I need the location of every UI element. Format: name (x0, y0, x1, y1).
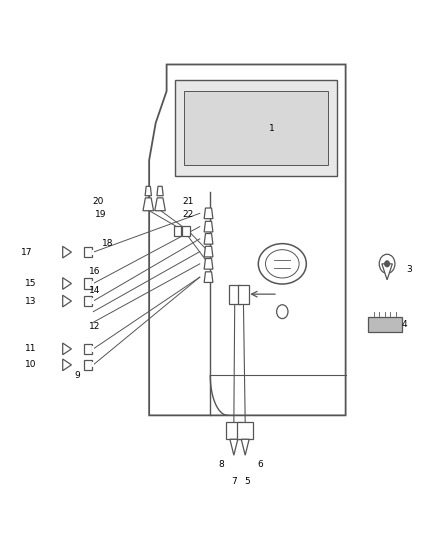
Polygon shape (157, 187, 163, 196)
Bar (84, 296, 92, 306)
Polygon shape (204, 272, 213, 282)
Bar (84, 278, 92, 289)
Text: 1: 1 (268, 124, 274, 133)
Polygon shape (143, 198, 154, 211)
Polygon shape (63, 343, 71, 355)
Bar (173, 226, 181, 236)
Polygon shape (204, 221, 213, 232)
Bar (92, 298, 94, 304)
Bar (84, 344, 92, 354)
Bar (84, 360, 92, 370)
FancyBboxPatch shape (368, 317, 402, 332)
Text: 9: 9 (74, 371, 80, 380)
Polygon shape (204, 246, 213, 257)
Polygon shape (204, 259, 213, 269)
Text: 18: 18 (102, 239, 113, 248)
Polygon shape (382, 264, 392, 280)
Polygon shape (63, 246, 71, 258)
Polygon shape (175, 80, 337, 176)
Bar (230, 285, 240, 304)
Polygon shape (241, 439, 249, 455)
Text: 4: 4 (402, 320, 407, 329)
Text: 7: 7 (231, 478, 237, 486)
Text: 14: 14 (89, 286, 100, 295)
Text: 22: 22 (183, 211, 194, 220)
Text: 11: 11 (25, 344, 36, 353)
Polygon shape (155, 198, 165, 211)
Circle shape (277, 305, 288, 319)
Text: 8: 8 (219, 460, 225, 469)
Bar (92, 281, 94, 286)
Polygon shape (63, 278, 71, 289)
Text: 5: 5 (244, 478, 250, 486)
Bar (237, 422, 253, 439)
Polygon shape (63, 295, 71, 307)
Text: 19: 19 (95, 211, 107, 220)
Bar (92, 346, 94, 352)
Text: 17: 17 (21, 248, 33, 257)
Bar (238, 285, 249, 304)
Bar (182, 226, 190, 236)
Text: 21: 21 (183, 197, 194, 206)
Polygon shape (149, 64, 346, 415)
Bar (226, 422, 242, 439)
Polygon shape (204, 208, 213, 219)
Text: 13: 13 (25, 296, 36, 305)
Bar (92, 362, 94, 367)
Text: 6: 6 (258, 460, 263, 469)
Polygon shape (204, 233, 213, 244)
Circle shape (379, 254, 395, 273)
Text: 16: 16 (89, 268, 100, 276)
Text: 10: 10 (25, 360, 36, 369)
Bar (84, 247, 92, 257)
Text: 20: 20 (93, 197, 104, 206)
Text: 15: 15 (25, 279, 36, 288)
Polygon shape (145, 187, 152, 196)
Text: 12: 12 (89, 321, 100, 330)
Text: 3: 3 (406, 265, 412, 273)
Polygon shape (184, 91, 328, 165)
Bar (92, 249, 94, 255)
Polygon shape (63, 359, 71, 370)
Polygon shape (230, 439, 238, 455)
Circle shape (385, 261, 390, 267)
